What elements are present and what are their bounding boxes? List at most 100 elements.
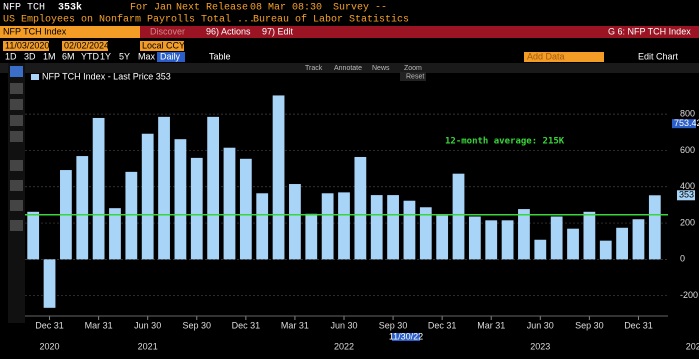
period-button[interactable]: Max (138, 51, 156, 61)
period-button[interactable]: 5Y (119, 51, 130, 61)
chart-control[interactable]: Zoom (404, 65, 422, 72)
reset[interactable]: Reset (406, 73, 424, 80)
y-tick-label: 400 (680, 181, 695, 191)
bar (92, 117, 105, 260)
bar (76, 156, 89, 260)
bar (518, 209, 530, 260)
period-button[interactable]: 1M (43, 51, 56, 61)
last-price-label: 353 (679, 190, 694, 200)
tool[interactable] (10, 99, 23, 110)
bar (387, 195, 399, 260)
bar (354, 156, 367, 260)
description: US Employees on Nonfarm Payrolls Total .… (3, 14, 255, 26)
tool[interactable] (10, 160, 23, 171)
end-date-box[interactable] (62, 41, 108, 51)
bar (27, 211, 40, 260)
bar (436, 215, 449, 260)
period-button[interactable]: 1Y (100, 51, 111, 61)
x-tick-label: Mar 31 (477, 320, 505, 330)
chart-control[interactable]: Track (305, 65, 323, 72)
tool[interactable] (10, 115, 23, 126)
bar (289, 184, 301, 260)
x-tick-label: Jun 30 (330, 320, 357, 330)
x-tick-label: Mar 31 (85, 320, 113, 330)
x-tick-label: Jun 30 (134, 320, 161, 330)
legend: NFP TCH Index - Last Price 353 (42, 71, 171, 81)
tool[interactable] (10, 131, 23, 142)
start-date-box[interactable] (3, 41, 49, 51)
marker-label: 753.42 (674, 118, 699, 128)
bar (567, 228, 579, 260)
bar (468, 216, 481, 260)
bar (616, 227, 628, 260)
add-data-box[interactable] (524, 52, 604, 62)
tool[interactable] (10, 200, 23, 211)
bar (305, 213, 318, 260)
y-tick-label: -200 (680, 290, 698, 300)
bar (501, 220, 514, 260)
period-button[interactable]: 1D (5, 51, 17, 61)
frequency-box[interactable] (157, 52, 185, 62)
y-tick-label: 0 (680, 254, 685, 264)
ticker: NFP TCH (3, 3, 45, 14)
bar (534, 239, 547, 260)
bar (403, 200, 416, 260)
bar (632, 219, 645, 260)
bar (370, 195, 383, 260)
year-label: 2023 (530, 341, 550, 351)
bar (223, 147, 236, 260)
x-tick-label: Dec 31 (35, 320, 64, 330)
period: For Jan (130, 3, 172, 14)
marker-box (672, 119, 696, 129)
next-release: 08 Mar 08:30 (250, 3, 322, 14)
frequency[interactable]: Daily (160, 51, 181, 61)
bar (452, 173, 465, 260)
x-tick-label: Sep 30 (575, 320, 604, 330)
annotation: 12-month average: 215K (445, 137, 565, 147)
currency-box[interactable] (140, 41, 184, 51)
next-release-label: Next Release (176, 2, 248, 14)
x-tick-label: Dec 31 (428, 320, 457, 330)
year-label: 2022 (334, 341, 354, 351)
tool[interactable] (10, 220, 23, 231)
discover[interactable]: Discover (150, 26, 185, 36)
start-date[interactable]: 11/03/2020 (5, 40, 49, 50)
x-tick-label: Sep 30 (183, 320, 212, 330)
security[interactable]: NFP TCH Index (3, 26, 67, 36)
last-price-box (677, 190, 695, 201)
x-tick-label: Dec 31 (624, 320, 653, 330)
period-button[interactable]: YTD (81, 51, 100, 61)
x-tick-label: Mar 31 (281, 320, 309, 330)
bar (109, 208, 121, 260)
period-button[interactable]: 6M (62, 51, 75, 61)
bar (321, 193, 334, 260)
end-date[interactable]: 02/02/2024 (64, 40, 109, 50)
legend-swatch (31, 74, 39, 80)
security-box[interactable] (0, 26, 140, 38)
bar (43, 259, 56, 308)
bar (550, 216, 563, 260)
tool[interactable] (10, 180, 23, 191)
bar (338, 192, 350, 260)
source: Bureau of Labor Statistics (253, 14, 409, 26)
tool-pointer[interactable] (10, 66, 23, 77)
period-button[interactable]: 3D (24, 51, 36, 61)
highlight-date-box (392, 333, 420, 341)
reset-box[interactable] (400, 72, 426, 81)
currency[interactable]: Local CCY (142, 40, 185, 50)
actions[interactable]: 96) Actions (206, 26, 251, 36)
add-data[interactable]: Add Data (527, 51, 565, 61)
chart-control[interactable]: News (372, 65, 390, 72)
tool[interactable] (10, 83, 23, 94)
bar (207, 116, 220, 260)
edit-chart[interactable]: Edit Chart (638, 51, 679, 61)
bar (583, 211, 596, 260)
table[interactable]: Table (209, 51, 231, 61)
edit[interactable]: 97) Edit (262, 26, 294, 36)
bar (174, 139, 187, 260)
bar (485, 220, 498, 260)
chart-control[interactable]: Annotate (334, 65, 362, 72)
bar (272, 95, 285, 260)
tool-sidebar (8, 63, 25, 323)
